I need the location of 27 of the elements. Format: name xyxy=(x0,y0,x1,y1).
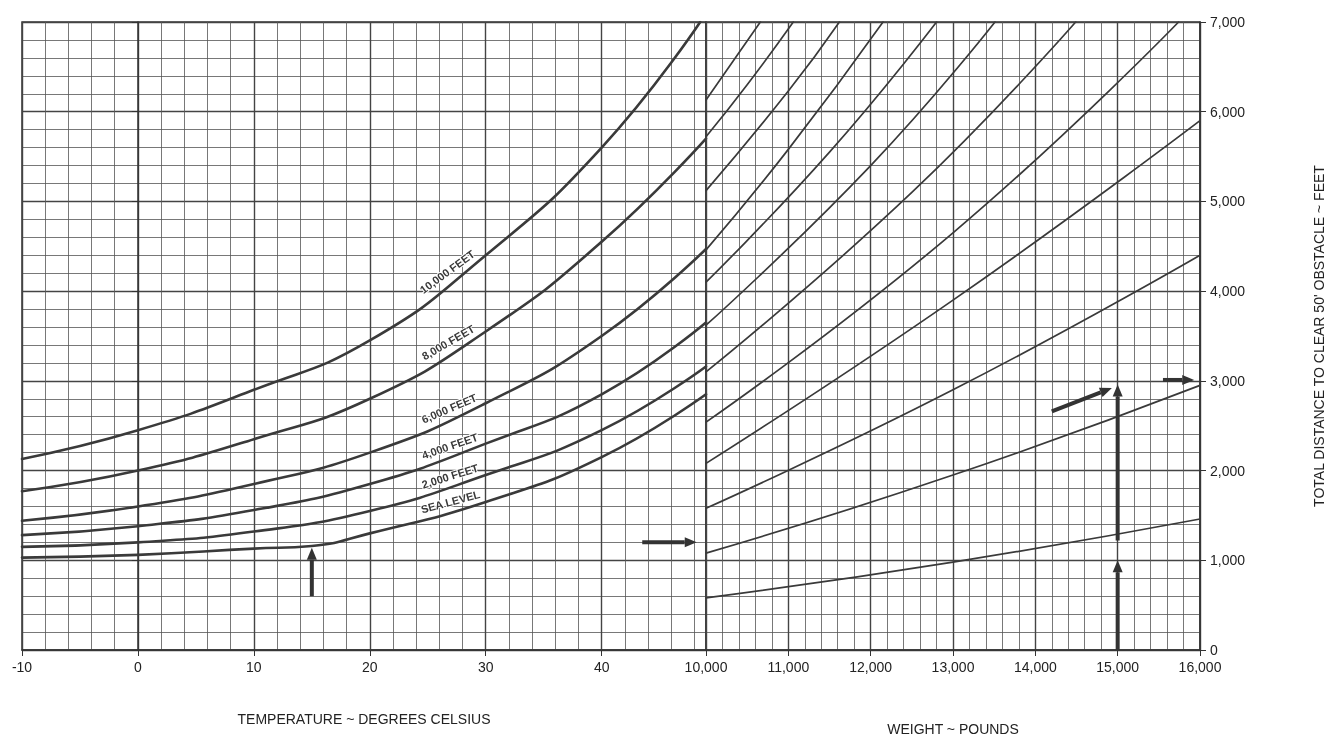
y-tick-label: 2,000 xyxy=(1210,462,1246,479)
y-tick-label: 7,000 xyxy=(1210,14,1246,30)
y-axis-title: TOTAL DISTANCE TO CLEAR 50' OBSTACLE ~ FEET xyxy=(1311,164,1327,507)
x-tick-label: 16,000 xyxy=(1178,659,1222,675)
y-tick-label: 1,000 xyxy=(1210,552,1246,569)
text: 4,000 FEET xyxy=(420,430,480,462)
y-tick-label: 6,000 xyxy=(1210,103,1246,120)
x-tick-label: 30 xyxy=(477,659,494,675)
x-tick-label: 40 xyxy=(593,659,610,675)
x-tick-label: 14,000 xyxy=(1013,659,1057,675)
x-tick-label: 0 xyxy=(134,659,143,675)
x-axis-title: WEIGHT ~ POUNDS xyxy=(887,721,1019,737)
y-tick-label: 0 xyxy=(1210,642,1218,658)
x-tick-label: 13,000 xyxy=(931,659,975,675)
x-tick-label: 12,000 xyxy=(849,659,893,675)
x-axis-title: TEMPERATURE ~ DEGREES CELSIUS xyxy=(237,711,491,727)
x-tick-label: 15,000 xyxy=(1096,659,1140,675)
y-tick-label: 4,000 xyxy=(1210,283,1246,300)
x-tick-label: 10 xyxy=(246,659,262,675)
x-tick-label: -10 xyxy=(11,659,33,675)
y-tick-label: 5,000 xyxy=(1210,193,1246,210)
x-tick-label: 10,000 xyxy=(684,659,728,675)
text: 6,000 FEET xyxy=(419,391,479,426)
x-tick-label: 11,000 xyxy=(767,659,810,675)
text: 2,000 FEET xyxy=(420,461,481,491)
x-tick-label: 20 xyxy=(362,659,378,675)
y-tick-label: 3,000 xyxy=(1210,372,1246,389)
